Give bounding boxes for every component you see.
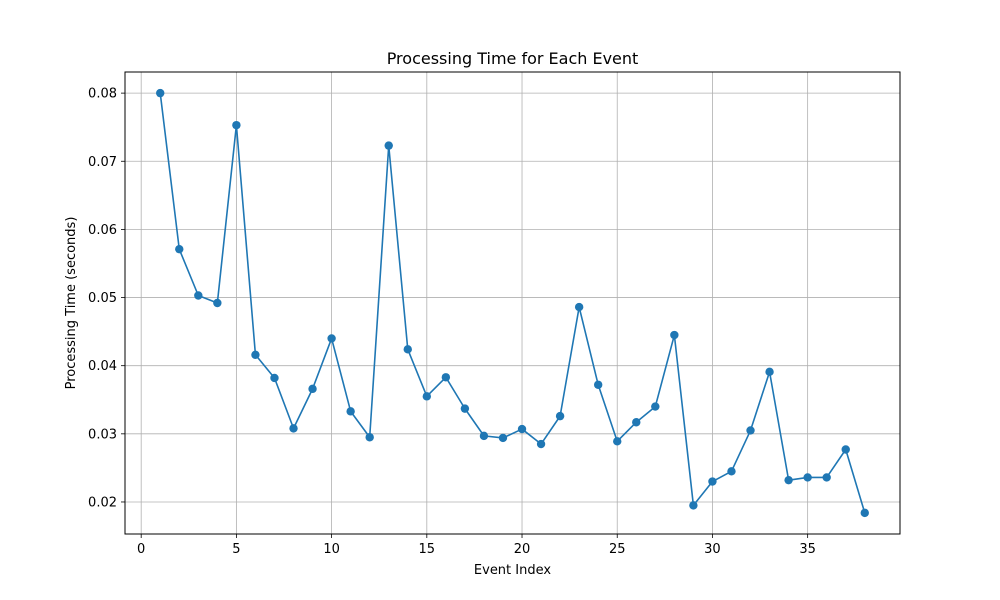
x-tick-label: 25 [609,542,626,557]
data-point [156,88,165,98]
data-point [689,501,698,510]
data-point [784,475,793,485]
x-tick-label: 30 [704,542,721,557]
x-tick-label: 15 [419,542,436,557]
data-point [708,477,717,486]
data-point [365,433,374,442]
data-point [346,407,355,416]
x-tick-label: 10 [323,542,340,557]
data-point [670,330,679,340]
data-point [460,404,470,413]
x-tick-label: 5 [232,542,240,557]
data-point [441,373,451,382]
data-point [632,418,641,427]
data-point [251,350,260,359]
data-point [270,373,279,383]
chart-title: Processing Time for Each Event [387,49,639,68]
data-point [289,424,298,433]
data-point [613,437,622,446]
x-tick-label: 0 [137,542,145,557]
data-point [213,298,222,308]
data-point [498,433,508,443]
data-point [841,445,850,454]
data-point [422,392,432,401]
data-point [574,302,584,312]
x-tick-label: 35 [799,542,816,557]
y-tick-label: 0.07 [88,155,117,170]
series-line [159,93,866,514]
data-point [194,291,203,300]
series-layer [156,88,869,518]
data-point [593,380,603,389]
data-point [536,439,546,449]
data-point [327,334,336,343]
data-point [727,467,736,476]
x-tick-label: 20 [514,542,531,557]
data-point [803,473,812,482]
x-axis-label: Event Index [474,563,551,578]
data-point [175,244,184,254]
data-point [822,473,831,482]
ticks: 0 5 10 15 20 25 30 35 0.02 0.03 0.04 0.05 0.06 0.07 0.… [88,87,816,557]
y-tick-label: 0.03 [88,427,117,442]
data-point [479,431,489,441]
data-point [555,411,565,421]
data-point [765,367,774,377]
data-point [384,141,393,150]
y-tick-label: 0.02 [88,495,117,510]
plot-area [125,72,900,534]
y-axis-label: Processing Time (seconds) [64,217,79,390]
y-tick-label: 0.05 [88,291,117,306]
data-point [517,424,527,434]
y-tick-label: 0.04 [88,359,117,374]
y-tick-label: 0.08 [88,87,117,102]
data-point [308,384,317,394]
data-point [860,508,869,518]
data-point [403,345,412,354]
y-tick-label: 0.06 [88,223,117,238]
plot-frame [124,71,901,535]
data-point [232,120,241,130]
data-point [651,402,660,411]
data-point [746,426,755,435]
